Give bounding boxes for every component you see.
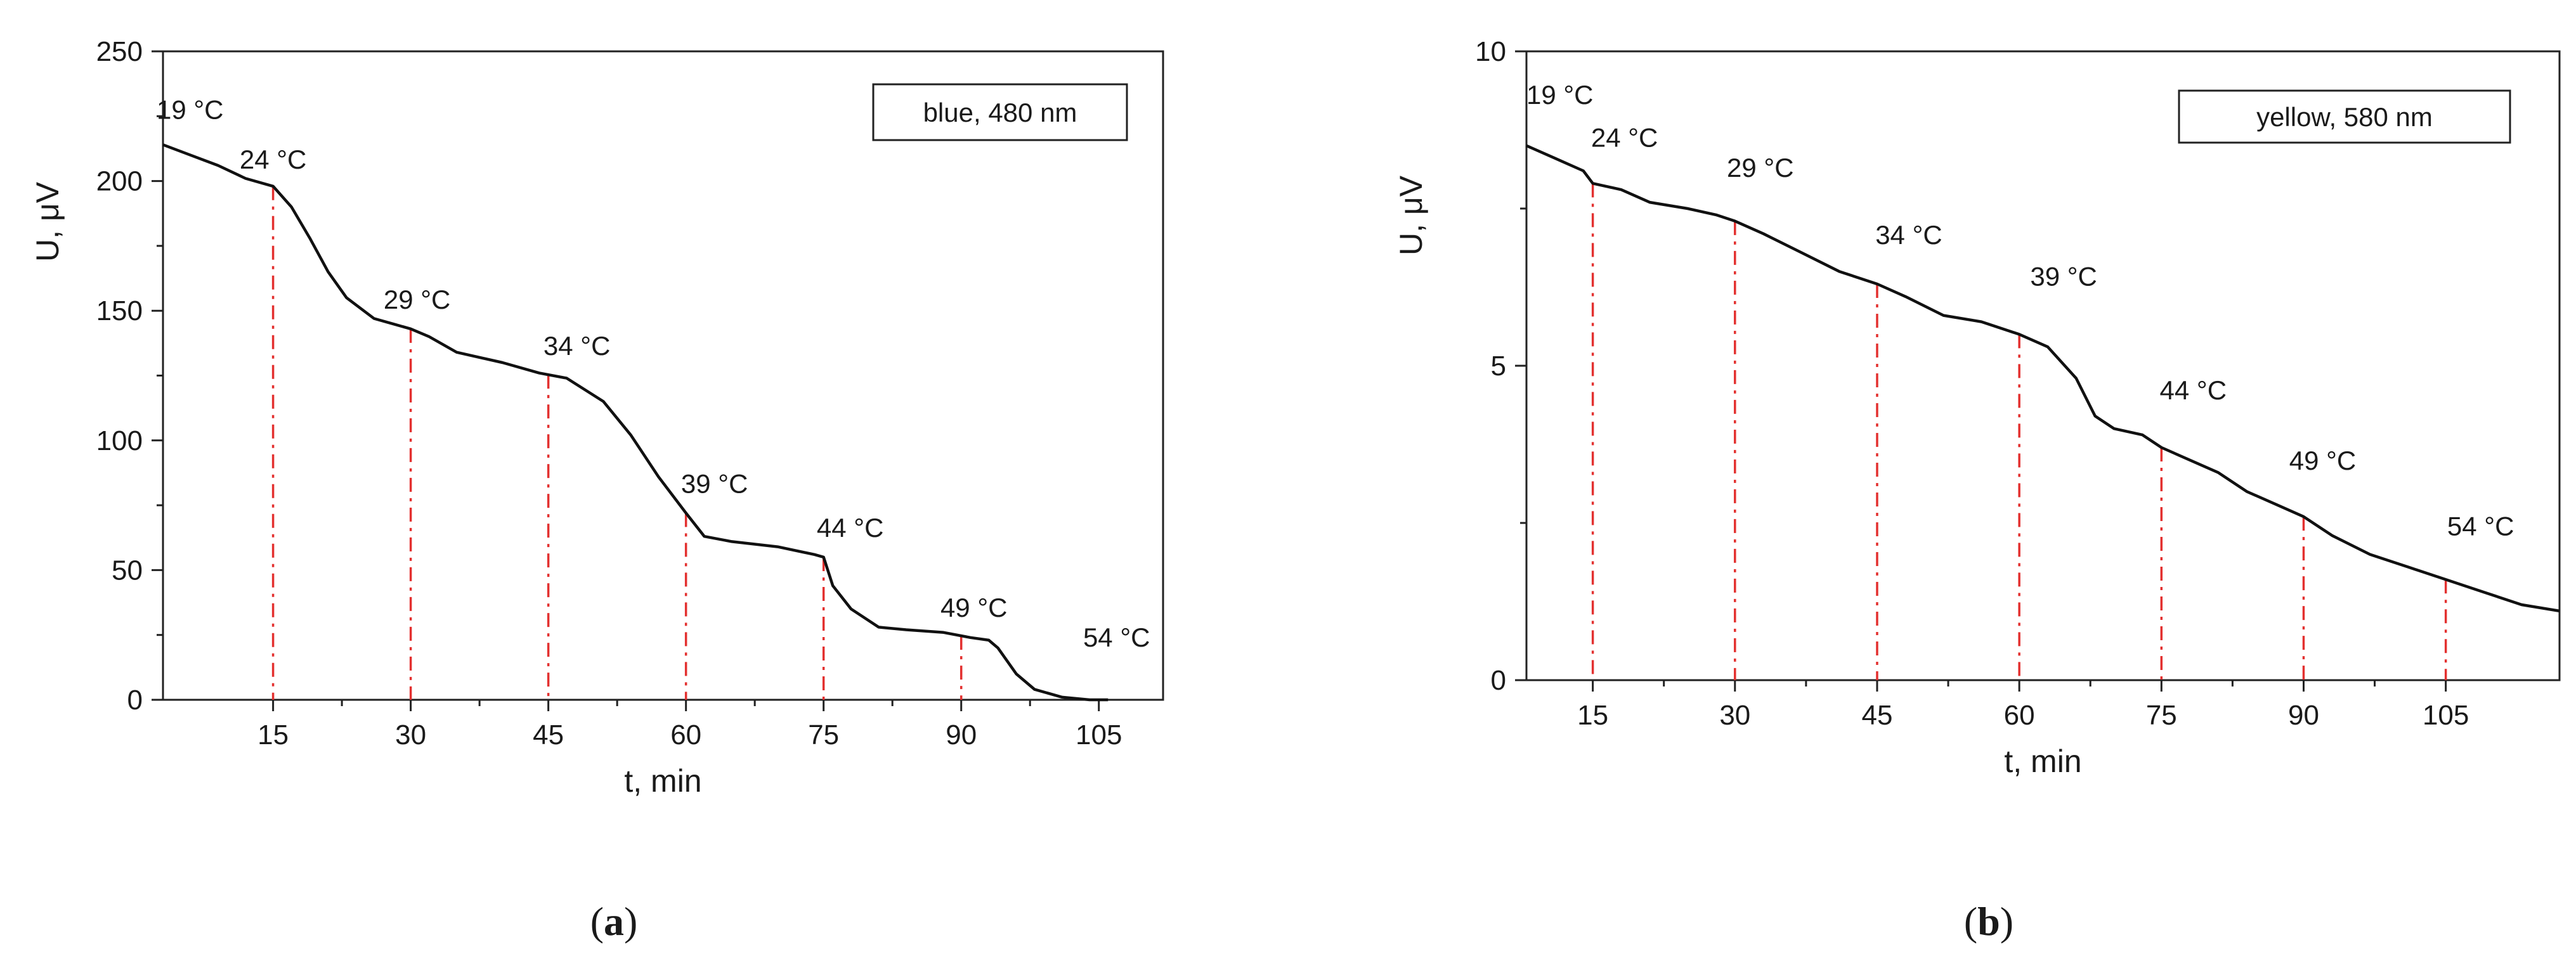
- temperature-label: 29 °C: [384, 285, 451, 314]
- y-tick-label: 0: [127, 685, 143, 716]
- legend-box-b: [2178, 89, 2511, 144]
- chart-panel-a: 0 50 100 150 200 250 15 30 45 60 75 90 105 19 °C 24 …: [30, 36, 1164, 944]
- x-tick-label: 105: [1076, 719, 1122, 751]
- x-tick-label: 75: [2146, 700, 2177, 731]
- x-tick-label: 60: [670, 719, 701, 751]
- y-axis-label-a: U, μV: [30, 181, 65, 262]
- y-tick-label: 10: [1475, 36, 1506, 67]
- plot-frame-b: [1525, 50, 2561, 681]
- y-tick-label: 5: [1491, 351, 1506, 382]
- temperature-label: 54 °C: [1083, 622, 1150, 652]
- temperature-guides-b: [1591, 183, 2447, 680]
- x-tick-label: 90: [2288, 700, 2319, 731]
- temperature-guides-a: [271, 186, 963, 700]
- x-tick-label: 15: [1577, 700, 1608, 731]
- y-tick-labels-b: 0 5 10: [1475, 36, 1506, 696]
- temperature-labels-a: 19 °C 24 °C 29 °C 34 °C 39 °C 44 °C 49 °C 54 °C: [157, 94, 1150, 652]
- temperature-label: 54 °C: [2447, 511, 2514, 541]
- temperature-label: 24 °C: [1591, 122, 1658, 152]
- x-tick-label: 30: [395, 719, 426, 751]
- panel-letter-a: a: [604, 899, 624, 944]
- series-line-a: [162, 143, 1109, 702]
- temperature-label: 49 °C: [2289, 446, 2357, 475]
- y-tick-label: 50: [112, 555, 143, 586]
- x-tick-labels-b: 15 30 45 60 75 90 105: [1577, 700, 2469, 731]
- plot-frame-a: [162, 50, 1164, 701]
- axis-ticks-b: [1515, 50, 2447, 692]
- temperature-label: 39 °C: [681, 468, 748, 498]
- x-tick-label: 90: [946, 719, 977, 751]
- panel-letter-b: b: [1977, 899, 2000, 944]
- panel-label-a: (a): [590, 899, 638, 944]
- temperature-label: 34 °C: [543, 331, 611, 361]
- y-tick-label: 250: [96, 36, 143, 67]
- temperature-label: 44 °C: [817, 513, 884, 543]
- legend-text-a: blue, 480 nm: [923, 98, 1077, 127]
- x-tick-label: 30: [1719, 700, 1750, 731]
- temperature-label: 24 °C: [240, 145, 307, 174]
- y-tick-label: 150: [96, 295, 143, 326]
- x-tick-label: 15: [257, 719, 289, 751]
- y-tick-label: 100: [96, 425, 143, 456]
- x-tick-label: 75: [808, 719, 839, 751]
- chart-panel-b: 0 5 10 15 30 45 60 75 90 105 19 °C 24 °C 29 °C 34 °…: [1393, 36, 2561, 944]
- y-tick-label: 200: [96, 166, 143, 197]
- y-tick-labels-a: 0 50 100 150 200 250: [96, 36, 143, 716]
- legend-box-a: [872, 83, 1128, 141]
- axis-ticks-a: [152, 50, 1100, 711]
- temperature-label: 44 °C: [2160, 375, 2227, 405]
- temperature-label: 39 °C: [2030, 261, 2097, 291]
- x-tick-label: 105: [2423, 700, 2469, 731]
- x-tick-label: 45: [533, 719, 564, 751]
- x-tick-label: 60: [2004, 700, 2035, 731]
- y-tick-label: 0: [1491, 665, 1506, 696]
- x-tick-label: 45: [1861, 700, 1892, 731]
- temperature-labels-b: 19 °C 24 °C 29 °C 34 °C 39 °C 44 °C 49 °C 54 °C: [1526, 80, 2514, 541]
- temperature-label: 19 °C: [157, 94, 224, 124]
- temperature-label: 49 °C: [940, 593, 1008, 622]
- temperature-label: 19 °C: [1526, 80, 1594, 110]
- y-axis-label-b: U, μV: [1393, 175, 1429, 255]
- x-axis-label-b: t, min: [2004, 744, 2081, 779]
- x-tick-labels-a: 15 30 45 60 75 90 105: [257, 719, 1122, 751]
- temperature-label: 29 °C: [1727, 153, 1794, 183]
- temperature-label: 34 °C: [1875, 220, 1942, 250]
- legend-text-b: yellow, 580 nm: [2256, 102, 2433, 132]
- series-line-b: [1526, 144, 2560, 613]
- x-axis-label-a: t, min: [624, 763, 701, 799]
- panel-label-b: (b): [1964, 899, 2013, 944]
